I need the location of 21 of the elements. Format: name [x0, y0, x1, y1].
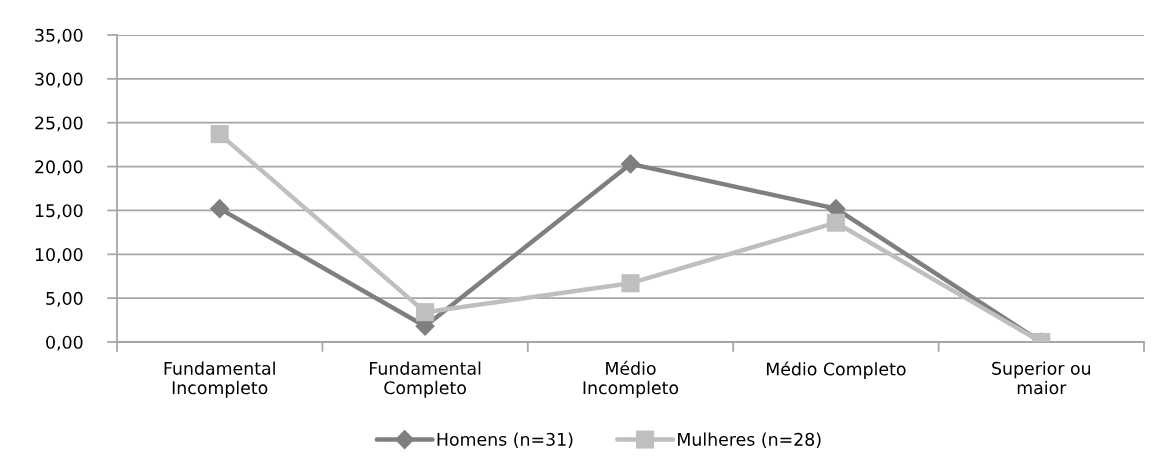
- y-tick-label: 15,00: [35, 204, 83, 220]
- legend-label: Mulheres (n=28): [678, 432, 821, 448]
- y-tick-label: 20,00: [35, 160, 83, 176]
- y-tick-label: 30,00: [35, 72, 83, 88]
- point: [620, 154, 641, 174]
- y-tick-label: 5,00: [46, 291, 83, 307]
- x-tick-label: Superior ou maior: [992, 361, 1091, 395]
- point: [621, 274, 640, 293]
- y-tick-label: 35,00: [35, 28, 83, 44]
- point: [210, 125, 229, 144]
- x-tick-label: Médio Incompleto: [583, 360, 679, 398]
- legend-label: Homens (n=31): [437, 432, 573, 448]
- x-tick-label: Fundamental Incompleto: [164, 361, 275, 398]
- point: [826, 213, 845, 232]
- y-tick-label: 0,00: [46, 335, 83, 351]
- x-tick-label: Médio Completo: [766, 361, 906, 379]
- x-tick-label: Fundamental Completo: [370, 361, 481, 398]
- point: [416, 303, 435, 322]
- point: [209, 198, 230, 219]
- y-tick-label: 10,00: [35, 248, 83, 263]
- y-tick-label: 25,00: [35, 116, 83, 132]
